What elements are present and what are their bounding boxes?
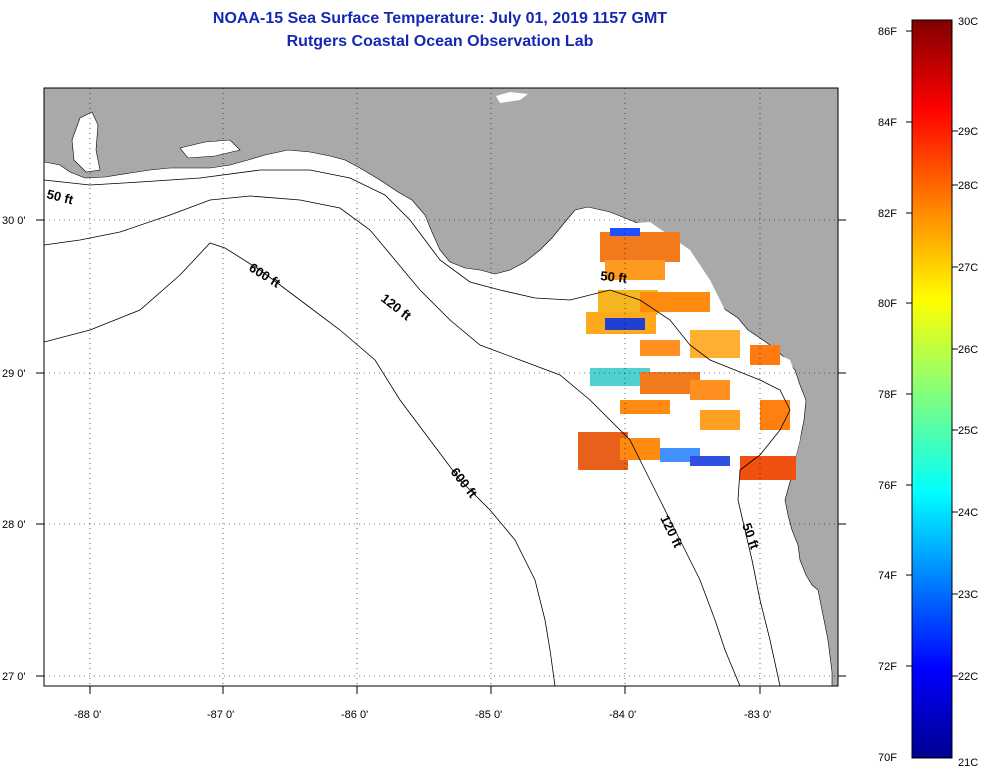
map-subtitle: Rutgers Coastal Ocean Observation Lab (286, 33, 594, 50)
land-mass (44, 88, 838, 686)
lon-label-84: -84 0' (609, 709, 636, 721)
colorbar-f-72: 72F (878, 661, 897, 673)
colorbar-fahrenheit-ticks (906, 30, 912, 667)
colorbar-f-78: 78F (878, 389, 897, 401)
pensacola-bay (71, 111, 101, 173)
tick-marks (36, 219, 846, 694)
colorbar-c-27: 27C (958, 262, 978, 274)
colorbar-f-76: 76F (878, 480, 897, 492)
north-lake (496, 92, 528, 103)
colorbar-c-30: 30C (958, 16, 978, 28)
sst-data-layer (578, 222, 805, 482)
lon-label-86: -86 0' (341, 709, 368, 721)
lon-label-83: -83 0' (744, 709, 771, 721)
depth-label-50ft-bigbend: 50 ft (600, 268, 629, 286)
colorbar-c-26: 26C (958, 344, 978, 356)
colorbar-f-74: 74F (878, 570, 897, 582)
lat-label-27: 27 0' (2, 671, 26, 683)
lat-label-30: 30 0' (2, 215, 26, 227)
colorbar-c-24: 24C (958, 507, 978, 519)
depth-label-50ft-west: 50 ft (45, 186, 75, 207)
lat-label-29: 29 0' (2, 368, 26, 380)
colorbar-c-22: 22C (958, 671, 978, 683)
colorbar-f-70: 70F (878, 752, 897, 764)
colorbar-c-21: 21C (958, 757, 978, 769)
colorbar-c-25: 25C (958, 425, 978, 437)
colorbar-f-84: 84F (878, 117, 897, 129)
lat-label-28: 28 0' (2, 519, 26, 531)
colorbar-c-28: 28C (958, 180, 978, 192)
choctawhatchee-bay (179, 139, 241, 159)
lon-label-88: -88 0' (74, 709, 101, 721)
colorbar-f-82: 82F (878, 208, 897, 220)
lon-label-85: -85 0' (475, 709, 502, 721)
colorbar-c-23: 23C (958, 589, 978, 601)
map-title: NOAA-15 Sea Surface Temperature: July 01… (212, 10, 668, 27)
contour-600ft (44, 242, 556, 686)
temperature-colorbar (911, 19, 953, 759)
contour-120ft (44, 195, 741, 686)
colorbar-celsius-ticks (952, 130, 958, 677)
map-frame (43, 87, 839, 687)
colorbar-c-29: 29C (958, 126, 978, 138)
colorbar-f-80: 80F (878, 298, 897, 310)
contour-50ft (44, 169, 791, 686)
colorbar-f-86: 86F (878, 26, 897, 38)
lon-label-87: -87 0' (207, 709, 234, 721)
